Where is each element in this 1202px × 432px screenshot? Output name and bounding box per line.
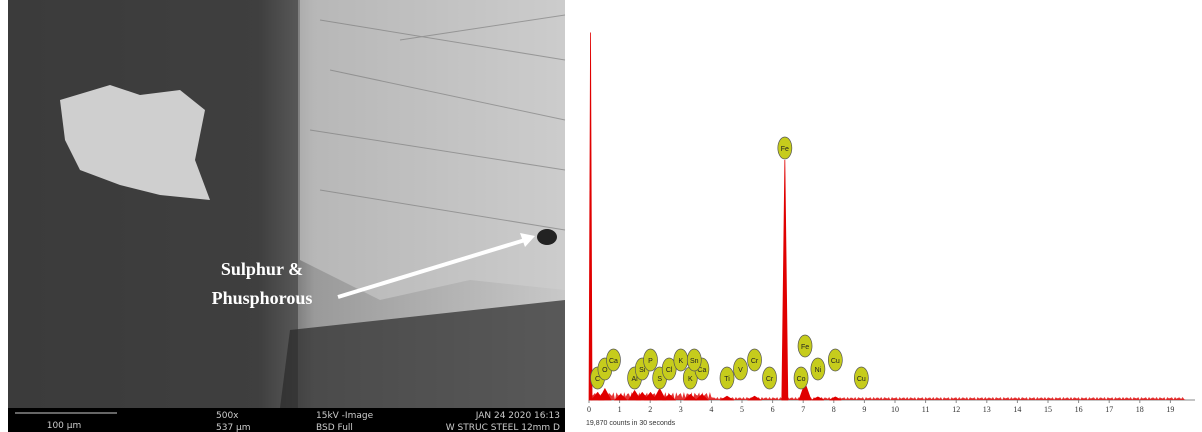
- element-label: Cr: [766, 376, 774, 383]
- detector: BSD Full: [316, 423, 353, 432]
- date: JAN 24 2020 16:13: [475, 411, 560, 421]
- x-tick-label: 2: [648, 405, 652, 414]
- element-label: O: [602, 367, 608, 374]
- element-label: C: [595, 376, 600, 383]
- x-tick-label: 14: [1013, 405, 1021, 414]
- x-tick-label: 3: [679, 405, 683, 414]
- element-label: Fe: [781, 146, 789, 153]
- element-label: P: [648, 358, 653, 365]
- x-tick-label: 9: [862, 405, 866, 414]
- element-label: Cl: [666, 367, 673, 374]
- element-label: Sn: [690, 358, 699, 365]
- inclusion-spot: [537, 229, 557, 245]
- footer: 19,870 counts in 30 seconds: [586, 420, 676, 427]
- x-tick-label: 4: [709, 405, 713, 414]
- noise: [589, 392, 1186, 400]
- x-tick-label: 17: [1105, 405, 1113, 414]
- magnification: 500x: [216, 411, 239, 421]
- x-tick-label: 7: [801, 405, 805, 414]
- x-tick-label: 8: [832, 405, 836, 414]
- element-label: Cr: [751, 358, 759, 365]
- x-tick-label: 1: [618, 405, 622, 414]
- element-label: Cu: [831, 358, 840, 365]
- element-label: V: [738, 367, 743, 374]
- x-tick-label: 15: [1044, 405, 1052, 414]
- peak: [782, 160, 788, 400]
- element-label: Cu: [857, 376, 866, 383]
- element-label: K: [688, 376, 693, 383]
- x-tick-label: 16: [1075, 405, 1083, 414]
- peak: [589, 33, 592, 401]
- mode: 15kV -Image: [316, 411, 374, 421]
- x-tick-label: 18: [1136, 405, 1144, 414]
- light-region: [300, 0, 565, 300]
- element-label: Ca: [609, 358, 618, 365]
- element-label: Fe: [801, 344, 809, 351]
- x-tick-label: 11: [922, 405, 930, 414]
- figure: Sulphur & Phusphorous 100 µm 500x 537 µm…: [0, 0, 1202, 432]
- micrograph: Sulphur & Phusphorous 100 µm 500x 537 µm…: [8, 0, 565, 432]
- x-tick-label: 12: [952, 405, 960, 414]
- x-tick-label: 13: [983, 405, 991, 414]
- peak: [654, 389, 666, 400]
- x-tick-label: 0: [587, 405, 591, 414]
- x-tick-label: 19: [1166, 405, 1174, 414]
- page: Sulphur & Phusphorous 100 µm 500x 537 µm…: [0, 0, 1202, 432]
- x-tick-label: 10: [891, 405, 899, 414]
- element-label: K: [678, 358, 683, 365]
- x-tick-label: 5: [740, 405, 744, 414]
- scale-label: 100 µm: [47, 421, 82, 431]
- annotation: Phusphorous: [212, 288, 313, 308]
- dark-region: [8, 0, 298, 408]
- sample: W STRUC STEEL 12mm D: [446, 423, 560, 432]
- field-width: 537 µm: [216, 423, 251, 432]
- element-label: S: [657, 376, 662, 383]
- annotation: Sulphur &: [221, 259, 303, 279]
- element-label: Co: [797, 376, 806, 383]
- x-tick-label: 6: [771, 405, 775, 414]
- element-label: Si: [639, 367, 646, 374]
- element-label: Ni: [815, 367, 822, 374]
- element-label: Ti: [724, 376, 730, 383]
